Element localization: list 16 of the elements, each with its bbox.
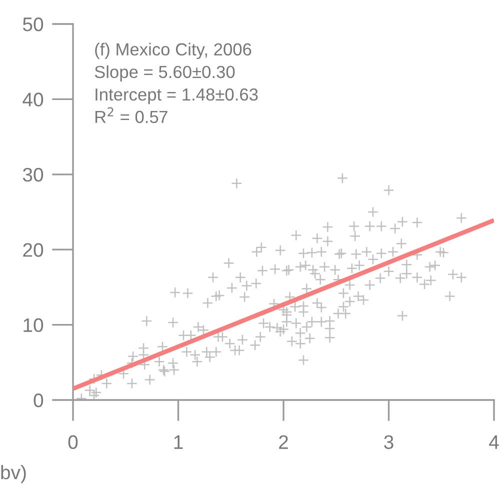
y-tick-label: 40 [22, 92, 44, 106]
annotation: R$^{2}$ = 0.57 [95, 107, 168, 124]
y-tick-label: 30 [22, 168, 44, 182]
x-axis-title: bv) [1, 465, 26, 484]
y-tick-label: 20 [23, 243, 44, 257]
y-tick-label: 10 [24, 318, 44, 332]
annotation: (f) Mexico City, 2006 [95, 42, 252, 59]
annotation: Slope = 5.60±0.30 [94, 65, 235, 82]
x-tick-label: 3 [384, 435, 394, 450]
y-tick-label: 0 [34, 393, 44, 408]
x-tick-label: 1 [174, 435, 183, 449]
y-tick-label: 50 [22, 17, 44, 32]
x-tick-label: 2 [279, 435, 288, 449]
annotation: Intercept = 1.48±0.63 [96, 88, 258, 104]
x-tick-label: 0 [68, 435, 78, 450]
x-tick-label: 4 [489, 435, 499, 449]
